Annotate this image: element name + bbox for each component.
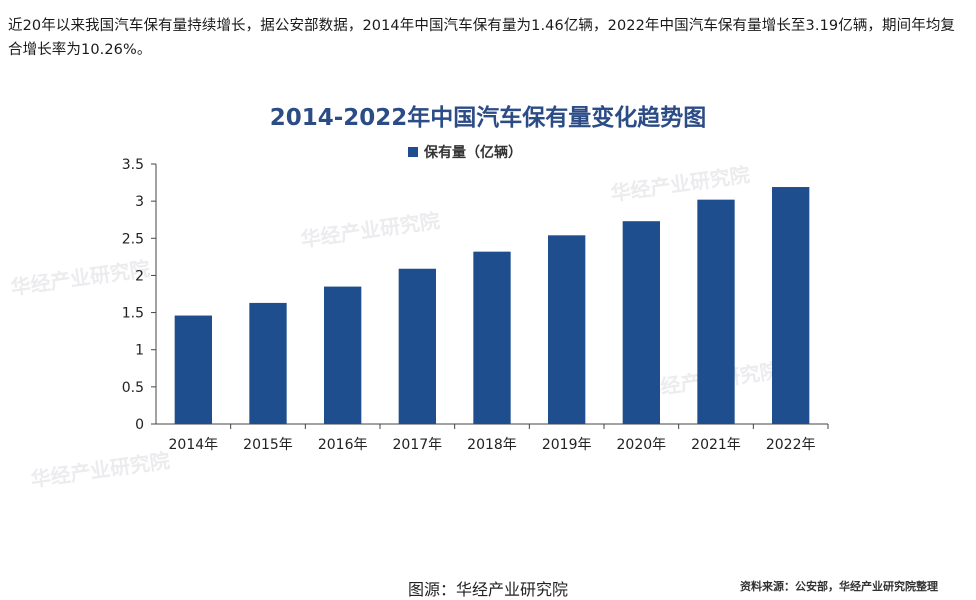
x-tick-label: 2020年: [617, 437, 667, 453]
x-tick-label: 2021年: [691, 437, 741, 453]
x-tick-label: 2022年: [766, 437, 816, 453]
x-tick-label: 2017年: [393, 437, 443, 453]
y-tick-label: 2: [135, 268, 144, 284]
bar: [622, 221, 660, 424]
y-tick-label: 0: [135, 417, 144, 433]
chart-area: 华经产业研究院 华经产业研究院 华经产业研究院 华经产业研究院 华经产业研究院 …: [0, 82, 976, 593]
y-tick-label: 2.5: [122, 231, 144, 247]
bar: [473, 251, 511, 424]
x-tick-label: 2018年: [467, 437, 517, 453]
bar-chart-plot: 0 0.5 1 1.5 2 2.5 3 3.5 2014年 2015年 2016年 2017年 2018…: [122, 157, 829, 453]
bar: [548, 235, 586, 424]
y-tick-label: 1: [135, 343, 144, 359]
bar: [772, 187, 810, 424]
legend-swatch: [408, 147, 418, 157]
chart-title: 2014-2022年中国汽车保有量变化趋势图: [269, 105, 707, 131]
bar: [697, 199, 735, 424]
x-tick-label: 2019年: [542, 437, 592, 453]
bar: [174, 315, 212, 424]
y-tick-label: 0.5: [122, 380, 144, 396]
bar: [324, 286, 362, 424]
figure-caption: 图源：华经产业研究院: [407, 580, 568, 599]
x-tick-label: 2015年: [243, 437, 293, 453]
y-tick-label: 3.5: [122, 157, 144, 173]
intro-paragraph: 近20年以来我国汽车保有量持续增长，据公安部数据，2014年中国汽车保有量为1.…: [8, 18, 956, 58]
x-tick-label: 2014年: [169, 437, 219, 453]
y-tick-label: 3: [135, 194, 144, 210]
chart-legend: 保有量（亿辆）: [408, 142, 522, 162]
bar: [249, 302, 287, 424]
x-tick-label: 2016年: [318, 437, 368, 453]
legend-label: 保有量（亿辆）: [424, 145, 522, 161]
y-tick-label: 1.5: [122, 306, 144, 322]
bar: [398, 268, 436, 424]
